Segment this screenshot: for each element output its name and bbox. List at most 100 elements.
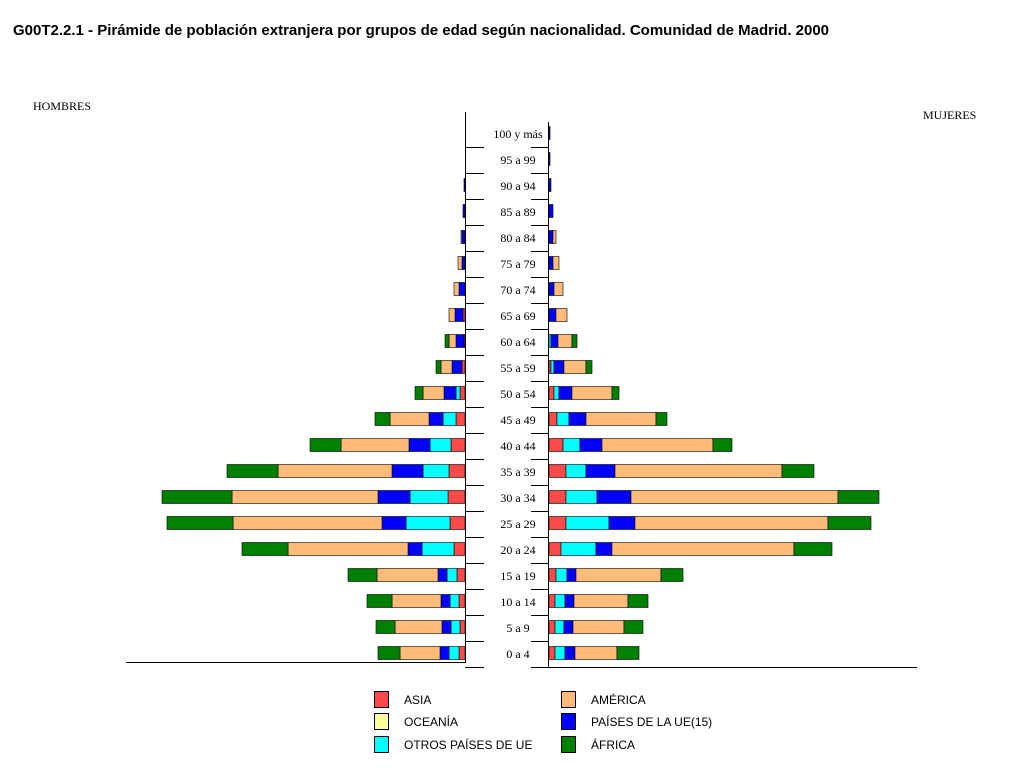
bar-mujeres-am-rica xyxy=(552,256,560,270)
mujeres-label: MUJERES xyxy=(923,108,977,122)
bar-hombres-pa-ses-de-la-ue-15- xyxy=(377,490,411,504)
age-group-label: 45 a 49 xyxy=(500,413,535,427)
bar-hombres-pa-ses-de-la-ue-15- xyxy=(461,256,466,270)
bar-hombres-asia xyxy=(447,490,466,504)
bar-hombres-otros-pa-ses-de-ue xyxy=(449,594,460,608)
bar-mujeres-asia xyxy=(548,516,567,530)
bar-mujeres-otros-pa-ses-de-ue xyxy=(565,516,610,530)
bar-mujeres-asia xyxy=(548,412,558,426)
bar-mujeres-am-rica xyxy=(563,360,587,374)
bar-hombres-am-rica xyxy=(394,620,443,634)
bar-hombres-asia xyxy=(458,594,466,608)
age-group-label: 80 a 84 xyxy=(500,231,535,245)
bar-mujeres-am-rica xyxy=(557,334,573,348)
bar-hombres-pa-ses-de-la-ue-15- xyxy=(454,308,464,322)
age-group-label: 85 a 89 xyxy=(500,205,535,219)
age-group-label: 30 a 34 xyxy=(500,491,535,505)
bar-hombres-am-rica xyxy=(376,568,439,582)
bar-mujeres--frica xyxy=(793,542,833,556)
bar-mujeres-otros-pa-ses-de-ue xyxy=(562,438,581,452)
bar-hombres-otros-pa-ses-de-ue xyxy=(409,490,449,504)
bar-hombres-otros-pa-ses-de-ue xyxy=(450,620,461,634)
bar-mujeres--frica xyxy=(837,490,880,504)
bar-mujeres-am-rica xyxy=(553,282,564,296)
bar-hombres-asia xyxy=(449,516,466,530)
bar-mujeres-asia xyxy=(548,646,556,660)
bar-hombres-pa-ses-de-la-ue-15- xyxy=(440,594,451,608)
bar-hombres-asia xyxy=(453,542,466,556)
legend-swatch xyxy=(374,736,389,753)
bar-mujeres-pa-ses-de-la-ue-15- xyxy=(548,230,554,244)
bar-hombres-asia xyxy=(455,412,466,426)
bar-hombres--frica xyxy=(444,334,450,348)
bar-mujeres-otros-pa-ses-de-ue xyxy=(565,464,587,478)
bar-hombres-otros-pa-ses-de-ue xyxy=(422,464,450,478)
bar-hombres--frica xyxy=(435,360,442,374)
bar-hombres-am-rica xyxy=(448,334,457,348)
bar-hombres-pa-ses-de-la-ue-15- xyxy=(437,568,448,582)
bar-hombres-otros-pa-ses-de-ue xyxy=(448,646,460,660)
bar-mujeres--frica xyxy=(571,334,578,348)
bar-mujeres-pa-ses-de-la-ue-15- xyxy=(548,178,552,192)
bar-mujeres-pa-ses-de-la-ue-15- xyxy=(558,386,573,400)
bar-hombres-am-rica xyxy=(422,386,445,400)
bar-hombres-otros-pa-ses-de-ue xyxy=(421,542,455,556)
bar-mujeres-pa-ses-de-la-ue-15- xyxy=(608,516,636,530)
legend-label: OTROS PAÍSES DE UE xyxy=(404,738,533,752)
bar-hombres--frica xyxy=(414,386,424,400)
bar-hombres-am-rica xyxy=(391,594,442,608)
age-group-label: 65 a 69 xyxy=(500,309,535,323)
bar-hombres-am-rica xyxy=(277,464,393,478)
bar-hombres-pa-ses-de-la-ue-15- xyxy=(408,438,431,452)
bar-hombres-pa-ses-de-la-ue-15- xyxy=(428,412,444,426)
bar-mujeres-am-rica xyxy=(552,230,557,244)
bar-mujeres-pa-ses-de-la-ue-15- xyxy=(548,204,554,218)
bar-hombres-asia xyxy=(461,360,466,374)
bar-hombres--frica xyxy=(347,568,378,582)
bar-mujeres-pa-ses-de-la-ue-15- xyxy=(563,620,574,634)
bar-hombres-pa-ses-de-la-ue-15- xyxy=(451,360,463,374)
bar-hombres-otros-pa-ses-de-ue xyxy=(429,438,452,452)
bar-mujeres-am-rica xyxy=(630,490,839,504)
bar-mujeres-pa-ses-de-la-ue-15- xyxy=(548,152,551,166)
bar-hombres-pa-ses-de-la-ue-15- xyxy=(458,282,466,296)
age-group-label: 10 a 14 xyxy=(500,595,535,609)
legend-swatch xyxy=(561,736,576,753)
bar-mujeres-otros-pa-ses-de-ue xyxy=(554,646,566,660)
bar-hombres-am-rica xyxy=(399,646,441,660)
bar-mujeres-asia xyxy=(548,568,557,582)
age-group-label: 55 a 59 xyxy=(500,361,535,375)
bar-hombres-pa-ses-de-la-ue-15- xyxy=(461,230,466,244)
bar-hombres-am-rica xyxy=(389,412,430,426)
bar-mujeres-am-rica xyxy=(614,464,783,478)
bar-mujeres-am-rica xyxy=(572,620,625,634)
bar-hombres-pa-ses-de-la-ue-15- xyxy=(439,646,450,660)
bar-hombres-pa-ses-de-la-ue-15- xyxy=(455,334,465,348)
bar-mujeres-pa-ses-de-la-ue-15- xyxy=(585,464,616,478)
bar-mujeres-asia xyxy=(548,594,556,608)
bar-mujeres-otros-pa-ses-de-ue xyxy=(556,412,570,426)
bar-mujeres--frica xyxy=(585,360,593,374)
bar-hombres-pa-ses-de-la-ue-15- xyxy=(441,620,452,634)
bar-hombres-pa-ses-de-la-ue-15- xyxy=(443,386,457,400)
age-group-label: 40 a 44 xyxy=(500,439,535,453)
bar-mujeres-pa-ses-de-la-ue-15- xyxy=(564,594,575,608)
bar-hombres-pa-ses-de-la-ue-15- xyxy=(381,516,407,530)
age-group-label: 100 y más xyxy=(493,127,543,141)
bar-mujeres--frica xyxy=(623,620,644,634)
age-group-label: 0 a 4 xyxy=(506,647,529,661)
bar-mujeres--frica xyxy=(781,464,815,478)
bar-mujeres-am-rica xyxy=(611,542,795,556)
legend-label: AMÉRICA xyxy=(591,693,646,707)
bar-mujeres-otros-pa-ses-de-ue xyxy=(550,360,555,374)
bar-hombres-am-rica xyxy=(232,516,383,530)
age-group-label: 50 a 54 xyxy=(500,387,535,401)
bar-hombres-asia xyxy=(448,464,466,478)
bar-mujeres-am-rica xyxy=(574,646,618,660)
bar-mujeres-asia xyxy=(548,542,562,556)
bar-mujeres-am-rica xyxy=(555,308,568,322)
legend-label: ÁFRICA xyxy=(591,738,636,752)
legend-label: OCEANÍA xyxy=(404,715,459,729)
bar-hombres-pa-ses-de-la-ue-15- xyxy=(407,542,423,556)
bar-hombres-asia xyxy=(459,386,466,400)
